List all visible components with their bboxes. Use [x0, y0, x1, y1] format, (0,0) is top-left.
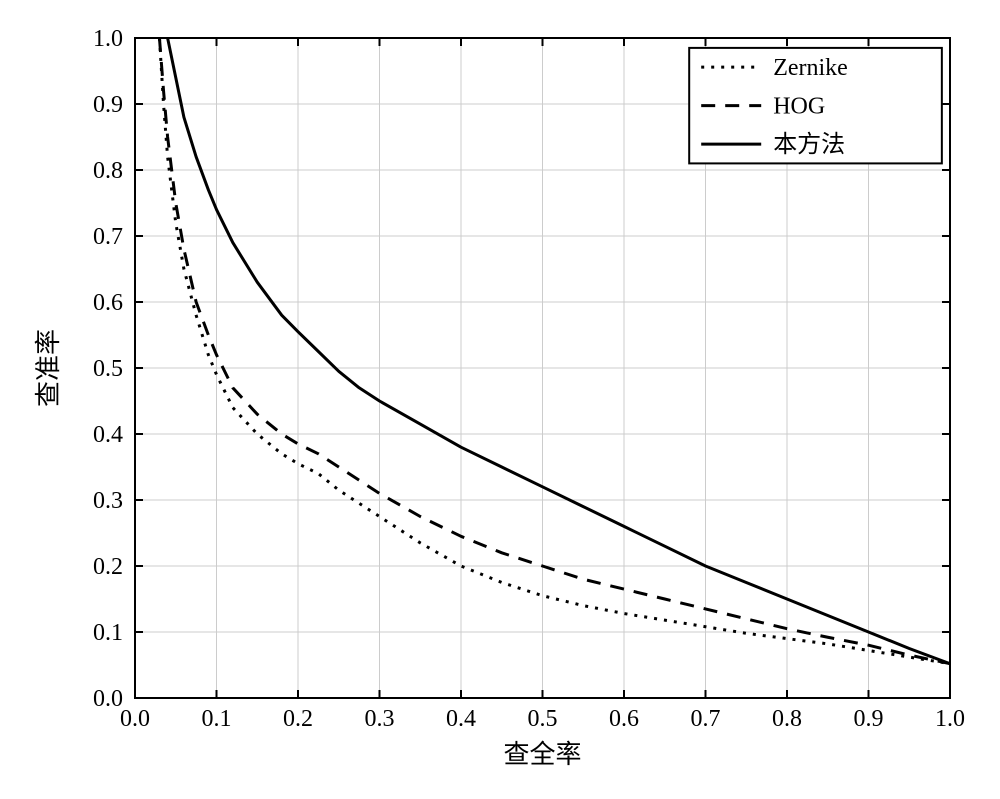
- x-tick-label: 1.0: [935, 706, 965, 732]
- y-tick-label: 0.3: [93, 488, 123, 514]
- x-tick-label: 0.1: [202, 706, 232, 732]
- y-tick-label: 0.8: [93, 158, 123, 184]
- y-tick-label: 0.7: [93, 224, 123, 250]
- y-tick-label: 0.6: [93, 290, 123, 316]
- y-tick-label: 1.0: [93, 26, 123, 52]
- legend-label: Zernike: [773, 55, 848, 81]
- x-axis-label: 查全率: [503, 740, 581, 769]
- y-tick-label: 0.9: [93, 92, 123, 118]
- x-tick-label: 0.5: [528, 706, 558, 732]
- x-tick-label: 0.7: [691, 706, 721, 732]
- y-tick-label: 0.0: [93, 686, 123, 712]
- y-tick-label: 0.5: [93, 356, 123, 382]
- x-tick-label: 0.6: [609, 706, 639, 732]
- x-tick-label: 0.0: [120, 706, 150, 732]
- x-tick-label: 0.3: [365, 706, 395, 732]
- chart-svg: 0.0 0.1 0.2 0.3 0.4 0.5 0.6 0.7 0.8 0.9 1.0 0.0 0.1 0…: [0, 0, 1000, 799]
- y-axis-label: 查准率: [34, 329, 63, 407]
- x-tick-label: 0.9: [854, 706, 884, 732]
- x-tick-label: 0.8: [772, 706, 802, 732]
- y-tick-label: 0.1: [93, 620, 123, 646]
- precision-recall-chart: 0.0 0.1 0.2 0.3 0.4 0.5 0.6 0.7 0.8 0.9 1.0 0.0 0.1 0…: [0, 0, 1000, 799]
- y-tick-label: 0.4: [93, 422, 123, 448]
- x-tick-label: 0.4: [446, 706, 476, 732]
- y-tick-label: 0.2: [93, 554, 123, 580]
- legend: Zernike HOG 本方法: [689, 48, 942, 163]
- legend-label: 本方法: [773, 131, 845, 158]
- legend-label: HOG: [773, 94, 825, 120]
- x-tick-label: 0.2: [283, 706, 313, 732]
